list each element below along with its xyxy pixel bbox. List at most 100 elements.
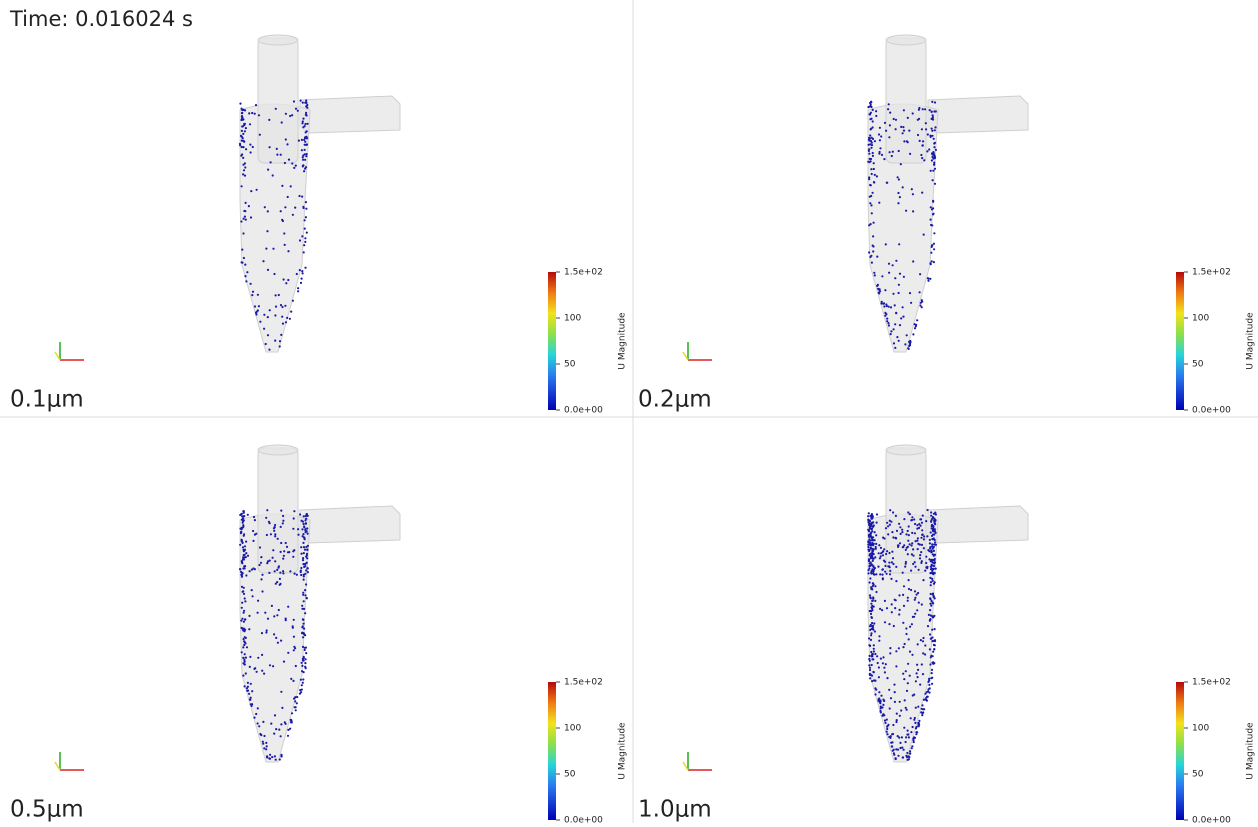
particle <box>901 186 904 189</box>
particle <box>305 137 308 140</box>
particle <box>902 672 905 675</box>
particle <box>933 156 936 159</box>
particle <box>879 555 882 558</box>
particle <box>244 628 247 631</box>
particle <box>933 553 937 556</box>
particle <box>893 598 896 601</box>
particle <box>242 646 245 649</box>
particle <box>260 578 263 581</box>
particle <box>905 209 908 212</box>
particle <box>904 560 907 564</box>
particle <box>912 554 915 557</box>
particle <box>905 708 908 711</box>
particle <box>895 719 898 722</box>
particle <box>871 126 874 129</box>
particle <box>265 631 268 634</box>
panel-label: 1.0μm <box>638 797 712 823</box>
particle <box>301 122 304 125</box>
colorbar-tick-label: 100 <box>564 724 581 734</box>
particle <box>905 632 908 636</box>
particle <box>899 163 902 166</box>
particle <box>243 636 246 639</box>
particle <box>885 552 888 556</box>
particle <box>902 129 906 132</box>
particle <box>897 178 900 181</box>
particle <box>931 561 934 564</box>
particle <box>299 569 302 572</box>
particle <box>240 619 243 622</box>
particle <box>304 201 307 204</box>
particle <box>933 628 936 631</box>
particle <box>870 172 873 176</box>
particle <box>886 317 889 320</box>
particle <box>918 523 921 526</box>
particle <box>921 191 924 194</box>
particle <box>871 621 874 625</box>
particle <box>875 542 878 545</box>
particle <box>298 239 302 242</box>
particle <box>248 123 252 126</box>
particle <box>897 149 900 153</box>
particle <box>302 206 305 210</box>
particle <box>932 530 935 533</box>
particle <box>300 138 303 141</box>
particle <box>889 652 892 655</box>
particle <box>884 314 887 317</box>
particle <box>930 208 934 211</box>
panel-label: 0.2μm <box>638 387 712 413</box>
particle <box>303 565 306 568</box>
particle <box>287 278 290 282</box>
particle <box>872 221 875 224</box>
particle <box>930 511 933 514</box>
particle <box>888 136 891 139</box>
particle <box>897 202 900 205</box>
particle <box>302 251 305 254</box>
particle <box>875 534 878 537</box>
particle <box>927 613 930 616</box>
particle <box>240 585 244 588</box>
particle <box>922 652 925 655</box>
particle <box>283 243 286 246</box>
particle <box>275 147 278 150</box>
particle <box>873 622 876 625</box>
particle <box>303 138 306 141</box>
particle <box>898 243 901 246</box>
panel-label: 0.5μm <box>10 797 84 823</box>
particle <box>257 114 261 117</box>
particle <box>920 561 923 564</box>
particle <box>302 533 305 536</box>
particle <box>918 291 921 294</box>
particle <box>295 272 298 276</box>
particle <box>871 552 875 555</box>
particle <box>910 569 913 572</box>
particle <box>928 691 931 694</box>
particle <box>931 528 934 531</box>
particle <box>895 311 898 314</box>
particle <box>274 533 277 536</box>
particle <box>265 533 268 537</box>
particle <box>930 568 933 571</box>
particle <box>872 525 875 528</box>
particle <box>305 513 308 516</box>
particle <box>244 600 247 603</box>
particle <box>867 572 870 575</box>
particle <box>925 695 929 698</box>
particle <box>918 723 921 726</box>
particle <box>932 650 935 653</box>
particle <box>266 210 269 213</box>
particle <box>916 527 919 530</box>
particle <box>910 588 913 592</box>
particle <box>283 721 286 724</box>
particle <box>300 684 303 687</box>
particle <box>240 135 243 138</box>
particle <box>266 316 269 319</box>
particle <box>878 201 881 204</box>
particle <box>894 346 897 349</box>
particle <box>245 574 248 577</box>
particle <box>908 674 911 677</box>
particle <box>259 732 262 736</box>
particle <box>281 522 284 525</box>
particle <box>871 191 874 194</box>
particle <box>913 327 917 330</box>
particle <box>888 707 891 710</box>
